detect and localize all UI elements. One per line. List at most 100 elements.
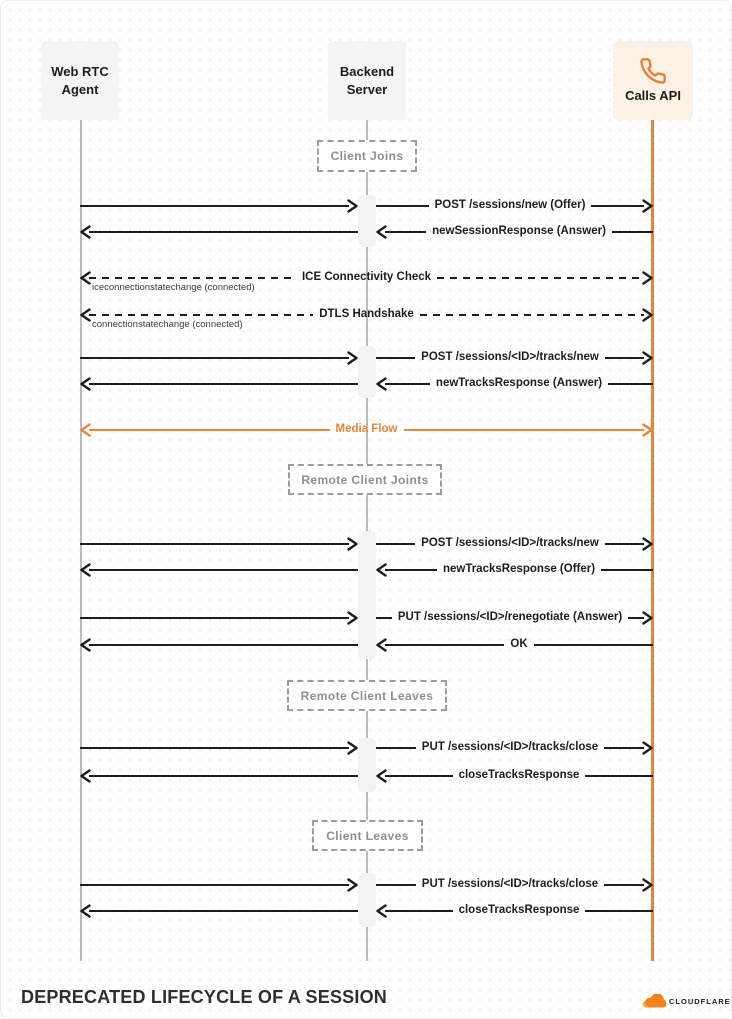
message-arrow: closeTracksResponse: [376, 768, 654, 784]
activation-bar: [358, 195, 376, 247]
arrowhead-left-icon: [80, 769, 91, 783]
message-arrow: PUT /sessions/<ID>/tracks/close: [376, 877, 653, 893]
message-label: OK: [510, 638, 528, 651]
message-arrow-segment: [80, 198, 358, 214]
message-arrow: newTracksResponse (Answer): [376, 376, 654, 392]
message-arrow: newTracksResponse (Offer): [376, 562, 654, 578]
arrowhead-right-icon: [642, 308, 653, 322]
message-arrow: closeTracksResponse: [376, 903, 654, 919]
activation-bar: [358, 738, 376, 792]
arrowhead-right-icon: [347, 611, 358, 625]
actor-backend-server: Backend Server: [328, 41, 406, 120]
message-label: ICE Connectivity Check: [301, 271, 432, 284]
arrowhead-right-icon: [642, 878, 653, 892]
message-label: newTracksResponse (Answer): [435, 377, 603, 390]
lifeline-webrtc-agent: [80, 120, 82, 961]
arrowhead-left-icon: [80, 377, 91, 391]
message-label: Media Flow: [335, 423, 398, 436]
arrowhead-left-icon: [376, 377, 387, 391]
arrowhead-left-icon: [80, 423, 91, 437]
cloudflare-cloud-icon: [642, 994, 666, 1008]
arrowhead-left-icon: [376, 638, 387, 652]
arrowhead-right-icon: [347, 878, 358, 892]
message-arrow: POST /sessions/<ID>/tracks/new: [376, 350, 653, 366]
message-label: closeTracksResponse: [458, 769, 580, 782]
arrowhead-left-icon: [376, 563, 387, 577]
message-label: POST /sessions/<ID>/tracks/new: [421, 351, 599, 364]
message-arrow: POST /sessions/<ID>/tracks/new: [376, 536, 653, 552]
phase-label: Client Joins: [330, 149, 404, 163]
arrowhead-right-icon: [642, 199, 653, 213]
phase-remote-client-leaves: Remote Client Leaves: [287, 680, 447, 711]
arrowhead-left-icon: [80, 904, 91, 918]
message-arrow-segment: [80, 562, 358, 578]
arrowhead-left-icon: [80, 563, 91, 577]
message-arrow-segment: [80, 637, 358, 653]
page-title: DEPRECATED LIFECYCLE OF A SESSION: [21, 987, 387, 1007]
arrowhead-left-icon: [80, 225, 91, 239]
activation-bar: [358, 873, 376, 927]
arrowhead-right-icon: [642, 423, 653, 437]
message-sublabel: connectionstatechange (connected): [92, 319, 243, 330]
arrowhead-left-icon: [376, 225, 387, 239]
cloudflare-logo: CLOUDFLARE: [642, 994, 731, 1008]
phone-icon: [640, 57, 666, 84]
message-arrow-segment: [80, 903, 358, 919]
message-arrow: OK: [376, 637, 653, 653]
phase-client-leaves: Client Leaves: [312, 820, 423, 851]
message-arrow: POST /sessions/new (Offer): [376, 198, 653, 214]
message-label: DTLS Handshake: [319, 308, 414, 321]
arrowhead-right-icon: [347, 741, 358, 755]
message-sublabel: iceconnectionstatechange (connected): [92, 282, 255, 293]
actor-label: Web RTC Agent: [51, 63, 109, 97]
phase-label: Remote Client Leaves: [300, 688, 434, 703]
message-arrow-segment: [80, 224, 358, 240]
arrowhead-right-icon: [642, 351, 653, 365]
arrowhead-right-icon: [642, 741, 653, 755]
message-label: closeTracksResponse: [458, 904, 580, 917]
activation-bar: [358, 346, 376, 398]
actor-webrtc-agent: Web RTC Agent: [41, 41, 119, 120]
arrowhead-left-icon: [80, 271, 91, 285]
actor-label: Backend Server: [339, 63, 395, 97]
message-label: PUT /sessions/<ID>/renegotiate (Answer): [397, 611, 623, 624]
message-label: PUT /sessions/<ID>/tracks/close: [421, 741, 599, 754]
phase-remote-client-joints: Remote Client Joints: [288, 464, 442, 495]
arrowhead-right-icon: [347, 351, 358, 365]
phase-client-joins: Client Joins: [317, 140, 417, 172]
phase-label: Remote Client Joints: [301, 472, 429, 487]
phase-label: Client Leaves: [326, 828, 409, 843]
message-arrow-segment: [80, 376, 358, 392]
cloudflare-logo-text: CLOUDFLARE: [669, 996, 731, 1006]
media-flow-arrow: Media Flow: [80, 422, 653, 438]
message-arrow-segment: [80, 877, 358, 893]
activation-bar: [358, 531, 376, 659]
actor-label: Calls API: [625, 87, 681, 103]
arrowhead-left-icon: [376, 769, 387, 783]
lifeline-calls-api: [651, 120, 654, 961]
message-arrow-segment: [80, 350, 358, 366]
message-label: POST /sessions/<ID>/tracks/new: [421, 537, 599, 550]
message-arrow-segment: [80, 536, 358, 552]
message-arrow-segment: [80, 610, 358, 626]
message-label: POST /sessions/new (Offer): [434, 199, 586, 212]
arrowhead-right-icon: [347, 537, 358, 551]
arrowhead-left-icon: [80, 308, 91, 322]
arrowhead-left-icon: [376, 904, 387, 918]
arrowhead-right-icon: [642, 537, 653, 551]
arrowhead-right-icon: [642, 611, 653, 625]
message-arrow: DTLS Handshake: [80, 307, 653, 323]
message-arrow: PUT /sessions/<ID>/tracks/close: [376, 740, 653, 756]
message-arrow: PUT /sessions/<ID>/renegotiate (Answer): [376, 610, 653, 626]
arrowhead-right-icon: [347, 199, 358, 213]
arrowhead-right-icon: [642, 271, 653, 285]
message-arrow: newSessionResponse (Answer): [376, 224, 654, 240]
message-arrow-segment: [80, 768, 358, 784]
actor-calls-api: Calls API: [613, 41, 693, 120]
message-label: newSessionResponse (Answer): [432, 225, 606, 238]
message-label: PUT /sessions/<ID>/tracks/close: [421, 878, 599, 891]
message-arrow: ICE Connectivity Check: [80, 270, 653, 286]
message-label: newTracksResponse (Offer): [442, 563, 596, 576]
arrowhead-left-icon: [80, 638, 91, 652]
